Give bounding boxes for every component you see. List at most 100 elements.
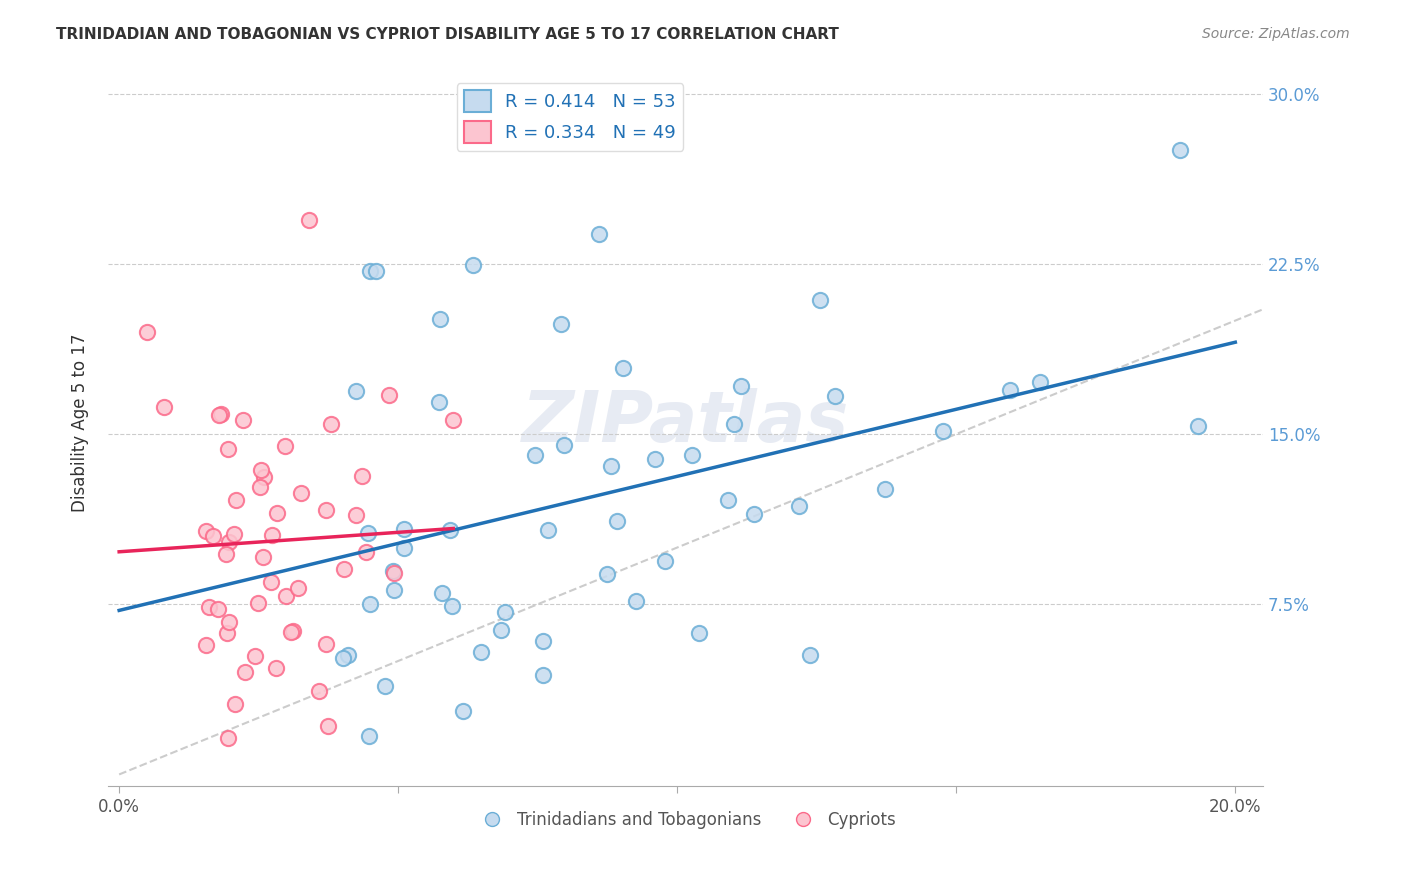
Point	[225, 493, 247, 508]
Point	[217, 731, 239, 745]
Point	[531, 633, 554, 648]
Point	[717, 493, 740, 508]
Point	[333, 562, 356, 576]
Point	[392, 522, 415, 536]
Point	[654, 553, 676, 567]
Point	[344, 508, 367, 523]
Point	[378, 388, 401, 402]
Text: TRINIDADIAN AND TOBAGONIAN VS CYPRIOT DISABILITY AGE 5 TO 17 CORRELATION CHART: TRINIDADIAN AND TOBAGONIAN VS CYPRIOT DI…	[56, 27, 839, 42]
Text: ZIPatlas: ZIPatlas	[522, 388, 849, 458]
Point	[344, 384, 367, 399]
Point	[266, 506, 288, 520]
Point	[202, 529, 225, 543]
Point	[354, 544, 377, 558]
Point	[246, 595, 269, 609]
Point	[308, 683, 330, 698]
Point	[249, 480, 271, 494]
Point	[723, 417, 745, 431]
Point	[260, 574, 283, 589]
Point	[681, 448, 703, 462]
Point	[808, 293, 831, 307]
Point	[287, 582, 309, 596]
Point	[441, 599, 464, 614]
Point	[207, 602, 229, 616]
Point	[429, 312, 451, 326]
Point	[730, 378, 752, 392]
Point	[366, 264, 388, 278]
Point	[253, 469, 276, 483]
Point	[276, 590, 298, 604]
Point	[232, 413, 254, 427]
Point	[624, 594, 647, 608]
Point	[337, 648, 360, 663]
Point	[260, 528, 283, 542]
Point	[588, 227, 610, 241]
Point	[315, 502, 337, 516]
Point	[332, 650, 354, 665]
Point	[441, 413, 464, 427]
Point	[382, 566, 405, 580]
Y-axis label: Disability Age 5 to 17: Disability Age 5 to 17	[72, 334, 89, 512]
Point	[218, 442, 240, 457]
Point	[799, 648, 821, 662]
Point	[233, 665, 256, 679]
Point	[439, 523, 461, 537]
Point	[152, 400, 174, 414]
Point	[222, 526, 245, 541]
Point	[194, 524, 217, 538]
Point	[394, 541, 416, 555]
Point	[350, 468, 373, 483]
Point	[381, 564, 404, 578]
Point	[136, 325, 159, 339]
Point	[1028, 375, 1050, 389]
Point	[742, 508, 765, 522]
Point	[218, 535, 240, 549]
Point	[357, 729, 380, 743]
Point	[298, 212, 321, 227]
Point	[1187, 419, 1209, 434]
Point	[998, 384, 1021, 398]
Point	[249, 463, 271, 477]
Point	[824, 389, 846, 403]
Text: Source: ZipAtlas.com: Source: ZipAtlas.com	[1202, 27, 1350, 41]
Point	[432, 586, 454, 600]
Point	[197, 599, 219, 614]
Point	[374, 679, 396, 693]
Point	[494, 605, 516, 619]
Point	[264, 661, 287, 675]
Point	[688, 626, 710, 640]
Point	[218, 615, 240, 629]
Point	[319, 417, 342, 431]
Point	[644, 452, 666, 467]
Point	[195, 638, 218, 652]
Point	[208, 409, 231, 423]
Point	[382, 582, 405, 597]
Point	[606, 514, 628, 528]
Point	[215, 547, 238, 561]
Point	[359, 597, 381, 611]
Point	[523, 449, 546, 463]
Point	[550, 317, 572, 331]
Point	[243, 649, 266, 664]
Point	[932, 425, 955, 439]
Point	[612, 360, 634, 375]
Point	[553, 437, 575, 451]
Point	[531, 667, 554, 681]
Legend: Trinidadians and Tobagonians, Cypriots: Trinidadians and Tobagonians, Cypriots	[468, 805, 903, 836]
Point	[357, 526, 380, 541]
Point	[427, 395, 450, 409]
Point	[359, 263, 381, 277]
Point	[599, 459, 621, 474]
Point	[787, 499, 810, 513]
Point	[252, 550, 274, 565]
Point	[537, 523, 560, 537]
Point	[217, 626, 239, 640]
Point	[1168, 144, 1191, 158]
Point	[224, 697, 246, 711]
Point	[470, 645, 492, 659]
Point	[280, 625, 302, 640]
Point	[873, 482, 896, 496]
Point	[290, 486, 312, 500]
Point	[315, 637, 337, 651]
Point	[461, 258, 484, 272]
